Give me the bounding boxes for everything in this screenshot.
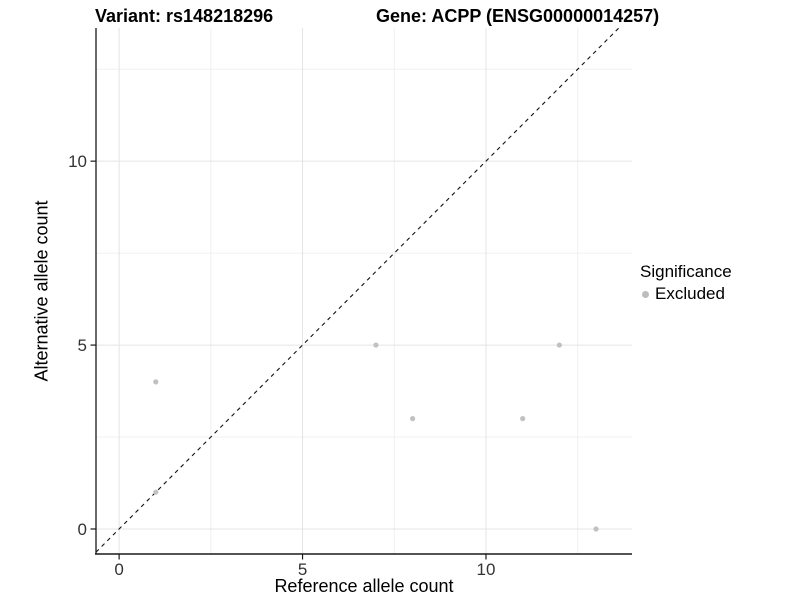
variant-title: Variant: rs148218296 (95, 6, 274, 26)
data-point (153, 489, 159, 495)
data-point (373, 342, 379, 348)
identity-line (95, 27, 620, 553)
legend-title: Significance (640, 262, 732, 281)
y-tick-label: 10 (68, 152, 87, 171)
data-point (593, 526, 599, 532)
x-tick-label: 5 (298, 560, 307, 579)
x-tick-label: 0 (114, 560, 123, 579)
data-point (520, 416, 526, 422)
legend-item-excluded: Excluded (638, 284, 798, 304)
data-point (410, 416, 416, 422)
y-axis-title: Alternative allele count (31, 200, 52, 382)
x-tick-label: 10 (477, 560, 496, 579)
legend-item-label: Excluded (655, 284, 725, 303)
legend: Significance Excluded (638, 262, 798, 304)
y-tick-label: 5 (78, 336, 87, 355)
x-axis-title: Reference allele count (274, 576, 454, 596)
y-tick-label: 0 (78, 520, 87, 539)
data-point (556, 342, 562, 348)
excluded-point-icon (642, 290, 649, 298)
data-point (153, 379, 159, 385)
gene-title: Gene: ACPP (ENSG00000014257) (376, 6, 660, 26)
